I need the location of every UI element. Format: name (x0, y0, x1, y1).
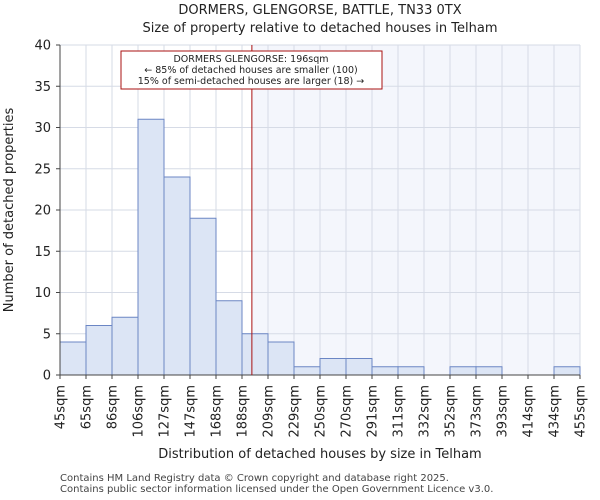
histogram-bar (475, 366, 503, 376)
x-tick-label: 414sqm (522, 385, 537, 438)
y-tick-label: 35 (34, 80, 51, 95)
histogram-bar (163, 176, 191, 376)
annotation-line-2: ← 85% of detached houses are smaller (10… (144, 65, 357, 76)
histogram-bar (111, 316, 139, 376)
x-tick-label: 393sqm (496, 385, 511, 438)
annotation-box: DORMERS GLENGORSE: 196sqm ← 85% of detac… (120, 50, 383, 90)
x-tick-label: 332sqm (418, 385, 433, 438)
histogram-chart: DORMERS, GLENGORSE, BATTLE, TN33 0TX Siz… (2, 3, 589, 462)
y-tick-label: 20 (34, 204, 51, 219)
x-tick-label: 209sqm (262, 385, 277, 438)
y-tick-label: 0 (43, 369, 51, 384)
histogram-bar (241, 333, 269, 376)
x-tick-label: 311sqm (392, 385, 407, 438)
x-tick-label: 147sqm (184, 385, 199, 438)
x-tick-label: 168sqm (210, 385, 225, 438)
x-tick-label: 455sqm (574, 385, 589, 438)
x-tick-label: 45sqm (54, 385, 69, 429)
x-tick-label: 106sqm (132, 385, 147, 438)
annotation-line-1: DORMERS GLENGORSE: 196sqm (173, 54, 328, 65)
x-axis-label: Distribution of detached houses by size … (158, 447, 481, 462)
y-tick-label: 15 (34, 245, 51, 260)
histogram-bar (553, 366, 581, 376)
histogram-bar (345, 358, 373, 376)
histogram-bar (85, 325, 113, 376)
annotation-line-3: 15% of semi-detached houses are larger (… (138, 76, 365, 87)
x-tick-label: 86sqm (106, 385, 121, 429)
histogram-bar (449, 366, 477, 376)
x-tick-label: 127sqm (158, 385, 173, 438)
y-tick-label: 10 (34, 286, 51, 301)
histogram-bar (293, 366, 321, 376)
histogram-bar (267, 341, 295, 376)
histogram-bar (59, 341, 87, 376)
footer-line-1: Contains HM Land Registry data © Crown c… (60, 473, 449, 484)
x-tick-label: 188sqm (236, 385, 251, 438)
y-tick-label: 5 (43, 327, 51, 342)
x-tick-label: 65sqm (80, 385, 95, 429)
histogram-bar (137, 118, 165, 376)
x-tick-label: 434sqm (548, 385, 563, 438)
y-tick-label: 25 (34, 162, 51, 177)
x-tick-label: 373sqm (470, 385, 485, 438)
histogram-bar (215, 300, 243, 376)
chart-subtitle: Size of property relative to detached ho… (143, 21, 498, 36)
histogram-bar (189, 217, 217, 376)
x-tick-label: 352sqm (444, 385, 459, 438)
annotation-frame (120, 50, 383, 90)
histogram-bar (371, 366, 399, 376)
y-tick-label: 30 (34, 121, 51, 136)
x-tick-label: 229sqm (288, 385, 303, 438)
y-axis-label: Number of detached properties (2, 108, 17, 313)
x-tick-label: 291sqm (366, 385, 381, 438)
footer-line-2: Contains public sector information licen… (60, 484, 494, 495)
y-tick-label: 40 (34, 39, 51, 54)
histogram-bar (397, 366, 425, 376)
chart-title: DORMERS, GLENGORSE, BATTLE, TN33 0TX (178, 3, 461, 18)
x-tick-label: 270sqm (340, 385, 355, 438)
histogram-bar (319, 358, 347, 376)
x-tick-label: 250sqm (314, 385, 329, 438)
